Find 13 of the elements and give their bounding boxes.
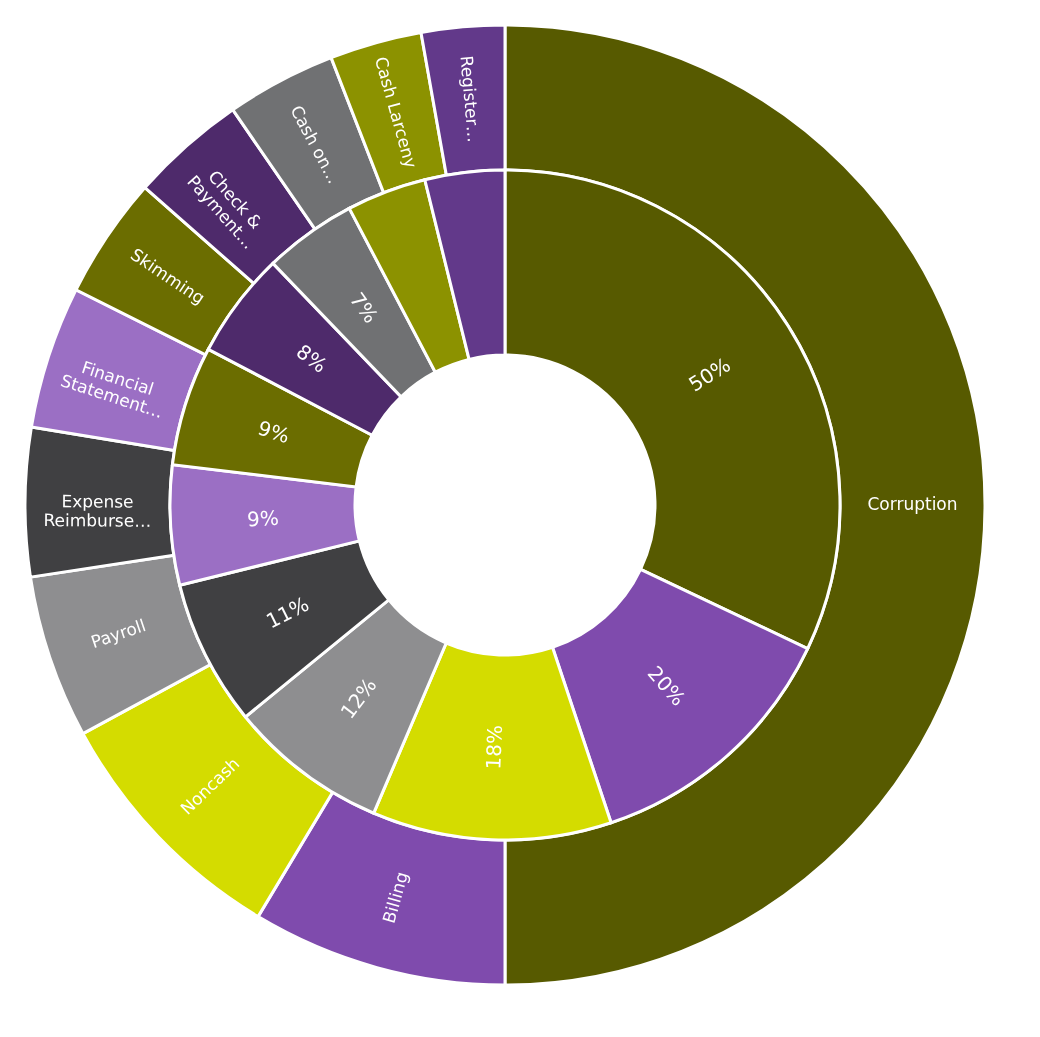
slice-label: Billing	[378, 869, 412, 926]
slice-label: Cash on…	[286, 101, 345, 187]
slice-label: Expense Reimburse…	[43, 491, 152, 531]
data-label: 8%	[291, 339, 332, 378]
slice-label: Corruption	[867, 494, 958, 514]
data-label: 18%	[481, 724, 508, 770]
data-label: 7%	[345, 287, 384, 328]
data-label: 9%	[255, 415, 293, 449]
slice-label: Cash Larceny	[370, 54, 422, 171]
data-label: 9%	[246, 505, 280, 532]
slice-label: Register…	[456, 54, 484, 144]
data-label: 50%	[684, 352, 735, 397]
data-label: 11%	[262, 591, 313, 634]
